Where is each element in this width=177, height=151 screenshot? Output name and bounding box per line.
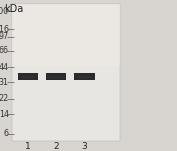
Text: 1: 1 xyxy=(25,142,31,151)
Bar xyxy=(21,76,35,78)
Bar xyxy=(46,73,66,80)
Bar xyxy=(77,76,92,78)
Text: 22: 22 xyxy=(0,94,9,103)
Bar xyxy=(12,4,120,141)
Text: 116: 116 xyxy=(0,25,9,34)
Text: 31: 31 xyxy=(0,78,9,87)
Text: 66: 66 xyxy=(0,46,9,55)
Bar xyxy=(12,4,120,66)
Bar xyxy=(74,73,95,80)
Text: 200: 200 xyxy=(0,7,9,16)
Text: 6: 6 xyxy=(4,129,9,138)
Text: 97: 97 xyxy=(0,32,9,42)
Bar xyxy=(18,73,38,80)
Bar xyxy=(49,76,63,78)
Text: 44: 44 xyxy=(0,63,9,72)
Text: 3: 3 xyxy=(82,142,87,151)
Text: 14: 14 xyxy=(0,109,9,119)
Text: 2: 2 xyxy=(53,142,59,151)
Text: kDa: kDa xyxy=(4,4,24,14)
